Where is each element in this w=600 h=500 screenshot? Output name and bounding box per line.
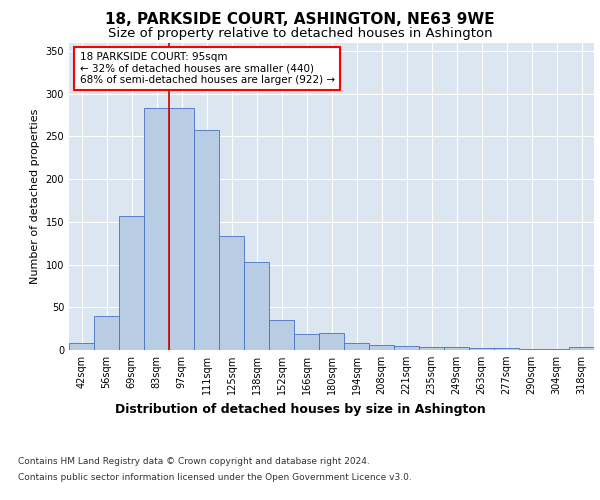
Bar [294,334,319,350]
Bar [94,316,119,350]
Bar [344,343,369,350]
Text: Size of property relative to detached houses in Ashington: Size of property relative to detached ho… [107,28,493,40]
Bar [444,348,469,350]
Bar [319,333,344,350]
Text: Contains public sector information licensed under the Open Government Licence v3: Contains public sector information licen… [18,472,412,482]
Bar [219,236,244,350]
Bar [144,108,169,350]
Text: Distribution of detached houses by size in Ashington: Distribution of detached houses by size … [115,402,485,415]
Bar [519,349,544,350]
Bar [369,345,394,350]
Bar [269,320,294,350]
Bar [469,348,494,350]
Bar [169,108,194,350]
Bar [569,348,594,350]
Bar [194,130,219,350]
Bar [494,348,519,350]
Bar [419,346,444,350]
Text: 18, PARKSIDE COURT, ASHINGTON, NE63 9WE: 18, PARKSIDE COURT, ASHINGTON, NE63 9WE [105,12,495,28]
Bar [244,262,269,350]
Y-axis label: Number of detached properties: Number of detached properties [30,108,40,284]
Text: 18 PARKSIDE COURT: 95sqm
← 32% of detached houses are smaller (440)
68% of semi-: 18 PARKSIDE COURT: 95sqm ← 32% of detach… [79,52,335,85]
Bar [394,346,419,350]
Text: Contains HM Land Registry data © Crown copyright and database right 2024.: Contains HM Land Registry data © Crown c… [18,458,370,466]
Bar [69,343,94,350]
Bar [119,216,144,350]
Bar [544,349,569,350]
